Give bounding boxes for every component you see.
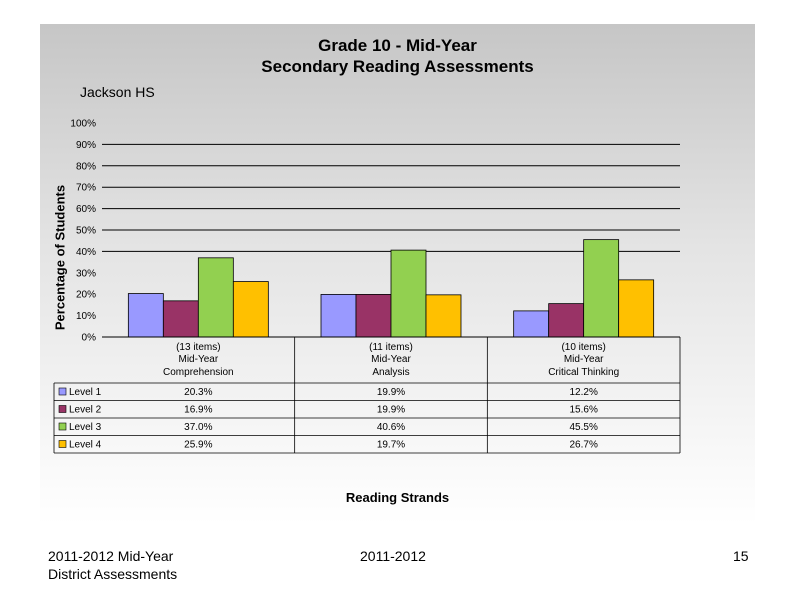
y-tick-label: 70%	[76, 183, 96, 194]
legend-entry: Level 4	[69, 440, 102, 451]
bar	[197, 257, 234, 338]
bar	[425, 294, 462, 338]
bar	[127, 293, 164, 338]
category-items-label: (10 items)	[561, 342, 605, 353]
y-tick-label: 20%	[76, 290, 96, 301]
y-tick-label: 40%	[76, 247, 96, 258]
bar	[513, 310, 550, 338]
data-label: 25.9%	[184, 440, 212, 451]
data-label: 16.9%	[184, 405, 212, 416]
page-number: 15	[733, 548, 749, 564]
category-period-label: Mid-Year	[564, 354, 604, 365]
y-tick-label: 30%	[76, 268, 96, 279]
legend-entry: Level 2	[69, 405, 102, 416]
y-tick-label: 10%	[76, 311, 96, 322]
bar	[618, 279, 655, 338]
data-label: 19.7%	[377, 440, 405, 451]
legend-entry: Level 1	[69, 387, 102, 398]
category-items-label: (13 items)	[176, 342, 220, 353]
y-tick-label: 80%	[76, 161, 96, 172]
data-label: 19.9%	[377, 387, 405, 398]
y-tick-label: 60%	[76, 204, 96, 215]
y-tick-label: 100%	[70, 119, 96, 130]
data-label: 37.0%	[184, 422, 212, 433]
legend-swatch	[58, 405, 67, 413]
y-tick-label: 50%	[76, 226, 96, 237]
data-label: 45.5%	[569, 422, 597, 433]
legend-entry: Level 3	[69, 422, 102, 433]
data-label: 40.6%	[377, 422, 405, 433]
school-name: Jackson HS	[80, 84, 155, 100]
y-tick-label: 90%	[76, 140, 96, 151]
chart-title: Grade 10 - Mid-Year	[318, 36, 477, 55]
legend-swatch	[58, 387, 67, 396]
data-label: 26.7%	[569, 440, 597, 451]
bar	[355, 294, 392, 338]
category-name-label: Comprehension	[163, 367, 234, 378]
chart-subtitle: Secondary Reading Assessments	[261, 57, 534, 76]
footer-left-line1: 2011-2012 Mid-Year	[48, 548, 174, 564]
legend-swatch	[58, 422, 67, 431]
bar	[320, 294, 357, 338]
data-label: 19.9%	[377, 405, 405, 416]
category-period-label: Mid-Year	[179, 354, 219, 365]
category-items-label: (11 items)	[369, 342, 413, 353]
bar	[390, 249, 427, 338]
bar	[232, 281, 269, 338]
data-label: 20.3%	[184, 387, 212, 398]
bar	[548, 303, 585, 338]
data-label: 15.6%	[569, 405, 597, 416]
category-name-label: Analysis	[372, 367, 409, 378]
category-name-label: Critical Thinking	[548, 367, 619, 378]
x-axis-title: Reading Strands	[345, 490, 450, 505]
footer-left-line2: District Assessments	[48, 566, 178, 582]
footer-center: 2011-2012	[360, 548, 426, 564]
bar	[162, 300, 199, 338]
y-tick-label: 0%	[82, 333, 97, 344]
category-period-label: Mid-Year	[371, 354, 411, 365]
bar	[583, 239, 620, 338]
data-label: 12.2%	[569, 387, 597, 398]
legend-swatch	[58, 440, 67, 448]
